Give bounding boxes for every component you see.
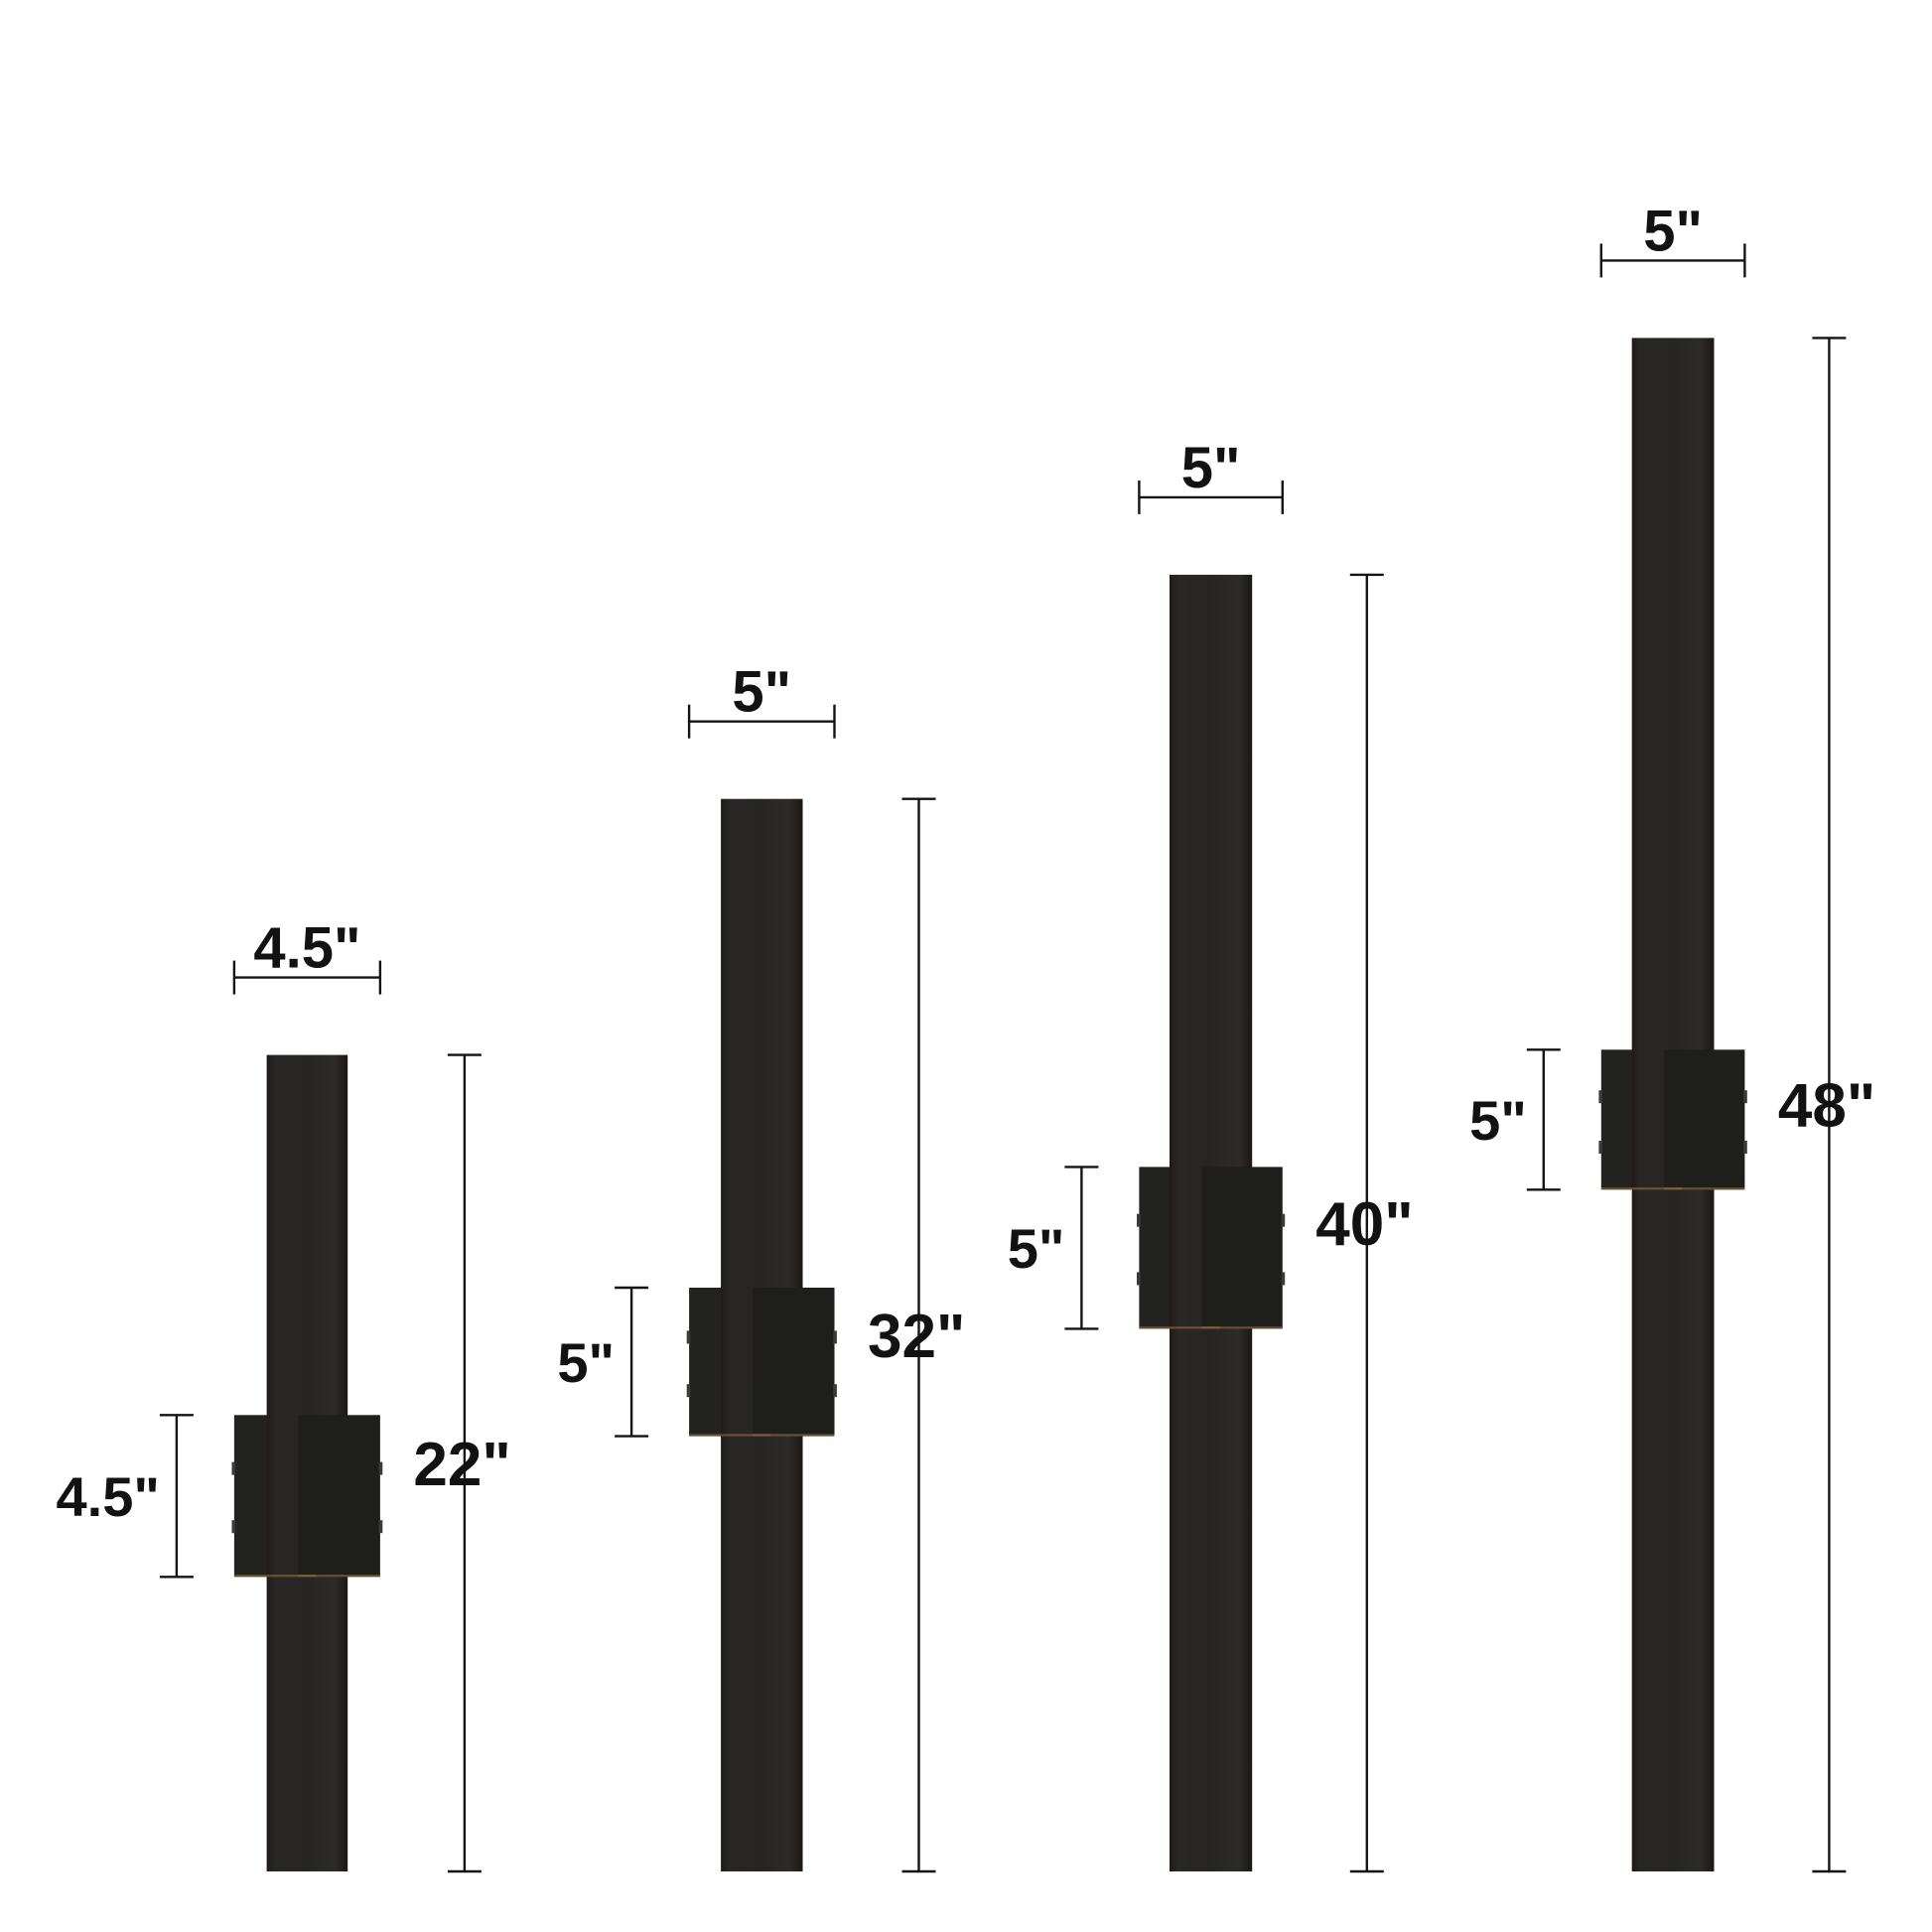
svg-text:5": 5" (732, 660, 791, 725)
svg-text:5": 5" (1181, 436, 1241, 500)
svg-text:4.5": 4.5" (253, 916, 360, 981)
svg-text:5": 5" (1643, 199, 1703, 263)
svg-text:5": 5" (557, 1331, 615, 1394)
svg-text:48": 48" (1778, 1072, 1875, 1141)
svg-text:5": 5" (1008, 1217, 1065, 1280)
svg-text:32": 32" (868, 1303, 965, 1371)
svg-text:22": 22" (413, 1431, 510, 1499)
svg-text:40": 40" (1315, 1190, 1413, 1259)
svg-text:4.5": 4.5" (56, 1465, 159, 1528)
svg-text:5": 5" (1469, 1089, 1527, 1152)
